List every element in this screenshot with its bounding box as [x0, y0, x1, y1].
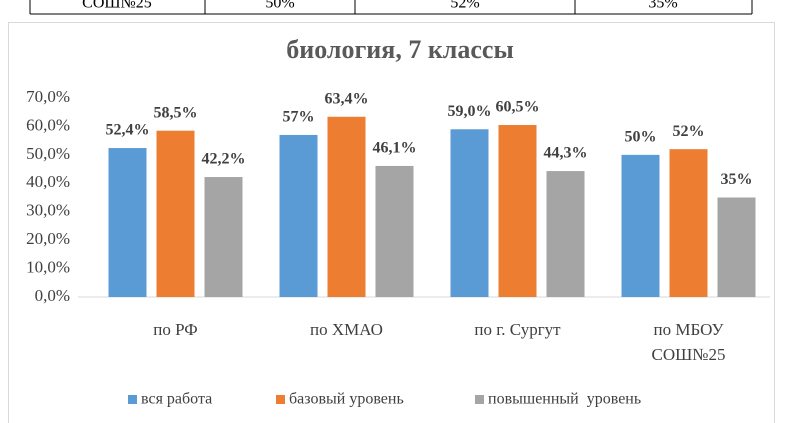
data-label: 57%: [283, 109, 315, 126]
legend-swatch: [475, 395, 484, 404]
data-label: 42,2%: [202, 151, 246, 168]
data-label: 44,3%: [544, 145, 588, 162]
table-cell: СОШ№25: [82, 0, 152, 12]
data-label: 35%: [721, 171, 753, 188]
legend-swatch: [276, 395, 285, 404]
x-tick-label: по РФ: [153, 320, 198, 339]
bar: [327, 116, 366, 298]
legend-label: базовый уровень: [289, 391, 404, 408]
chart-title: биология, 7 классы: [286, 35, 514, 64]
data-label: 59,0%: [448, 103, 492, 120]
x-tick-label: по МБОУ СОШ№25: [651, 320, 726, 364]
legend-label: повышенный уровень: [488, 391, 641, 408]
data-label: 63,4%: [325, 90, 369, 107]
bar: [375, 165, 414, 297]
y-tick-label: 10,0%: [26, 257, 70, 276]
bar: [498, 125, 537, 297]
data-label: 52,4%: [106, 122, 150, 139]
y-tick-label: 70,0%: [26, 87, 70, 106]
bar: [279, 134, 318, 297]
data-label: 50%: [625, 129, 657, 146]
bar: [450, 129, 489, 297]
bar: [621, 154, 660, 297]
bar: [717, 197, 756, 297]
bar: [669, 149, 708, 297]
data-label: 58,5%: [154, 104, 198, 121]
x-tick-label: по г. Сургут: [474, 320, 561, 339]
table-cell: 50%: [265, 0, 294, 12]
bar: [108, 148, 147, 297]
y-tick-label: 20,0%: [26, 229, 70, 248]
bar: [156, 130, 195, 297]
x-tick-label: по ХМАО: [310, 320, 383, 339]
y-tick-label: 30,0%: [26, 201, 70, 220]
y-tick-label: 0,0%: [35, 286, 70, 305]
bar: [204, 177, 243, 297]
legend-label: вся работа: [141, 391, 212, 408]
y-tick-label: 50,0%: [26, 144, 70, 163]
table-cell: 35%: [648, 0, 677, 12]
data-label: 52%: [673, 123, 705, 140]
y-tick-label: 40,0%: [26, 172, 70, 191]
legend-swatch: [128, 395, 137, 404]
bar: [546, 171, 585, 297]
data-label: 60,5%: [496, 99, 540, 116]
data-label: 46,1%: [373, 140, 417, 157]
y-tick-label: 60,0%: [26, 115, 70, 134]
table-cell: 52%: [450, 0, 479, 12]
chart-border: [8, 22, 775, 423]
